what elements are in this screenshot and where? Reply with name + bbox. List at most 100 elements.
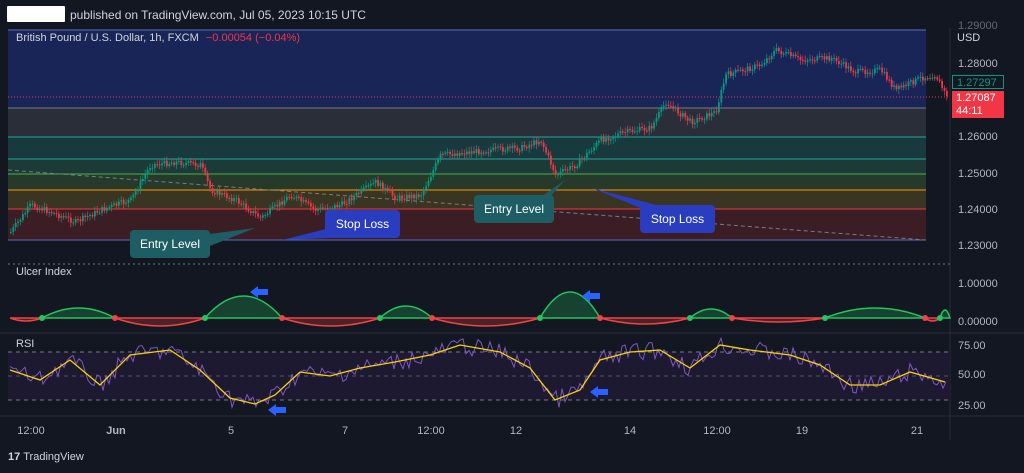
candle-body bbox=[554, 170, 557, 175]
entry-level-2-label[interactable]: Entry Level bbox=[474, 195, 554, 223]
ulcer-cross-dot bbox=[687, 315, 693, 321]
candle-body bbox=[67, 216, 70, 218]
candle-body bbox=[103, 207, 106, 211]
tradingview-logo[interactable]: 17 TradingView bbox=[8, 451, 84, 463]
candle-body bbox=[557, 174, 559, 176]
candle-body bbox=[854, 72, 857, 74]
candle-body bbox=[53, 212, 55, 214]
candle-body bbox=[233, 198, 235, 202]
candle-body bbox=[223, 193, 226, 195]
rsi-tick: 75.00 bbox=[958, 340, 986, 352]
candle-body bbox=[338, 205, 341, 208]
ulcer-cross-dot bbox=[922, 315, 928, 321]
username-redacted bbox=[7, 6, 65, 22]
candle-body bbox=[792, 54, 795, 57]
candle-body bbox=[864, 69, 867, 75]
candle-body bbox=[463, 153, 466, 155]
candle-body bbox=[502, 147, 504, 152]
candle-body bbox=[806, 60, 809, 62]
candle-body bbox=[516, 147, 519, 151]
ulcer-segment bbox=[281, 317, 381, 327]
rsi-ma-line bbox=[9, 344, 946, 405]
candle-body bbox=[158, 164, 161, 166]
stop-loss-2-label[interactable]: Stop Loss bbox=[640, 205, 715, 233]
candle-body bbox=[886, 71, 888, 80]
candle-body bbox=[677, 107, 679, 114]
candle-body bbox=[336, 204, 339, 208]
candle-body bbox=[900, 85, 903, 88]
candle-body bbox=[377, 179, 379, 186]
candle-body bbox=[230, 197, 233, 202]
candle-body bbox=[84, 215, 87, 218]
candle-body bbox=[96, 210, 99, 213]
candle-body bbox=[715, 111, 718, 113]
candle-body bbox=[588, 151, 591, 153]
candle-body bbox=[91, 214, 94, 217]
candle-body bbox=[739, 69, 742, 71]
candle-body bbox=[77, 219, 79, 221]
candle-body bbox=[809, 59, 811, 61]
candle-body bbox=[398, 195, 401, 199]
candle-body bbox=[607, 138, 610, 141]
candle-body bbox=[763, 63, 766, 65]
candle-body bbox=[924, 78, 927, 81]
candle-body bbox=[454, 153, 456, 156]
ulcer-index-title[interactable]: Ulcer Index bbox=[16, 266, 72, 278]
candle-body bbox=[780, 51, 783, 55]
rsi-line bbox=[9, 336, 947, 410]
ulcer-segment bbox=[599, 317, 691, 325]
candle-body bbox=[768, 58, 771, 60]
ulcer-segment bbox=[687, 308, 735, 319]
candle-body bbox=[238, 198, 240, 204]
candle-body bbox=[324, 208, 327, 210]
rsi-title[interactable]: RSI bbox=[16, 338, 35, 350]
candle-body bbox=[499, 146, 502, 148]
candle-body bbox=[358, 192, 360, 194]
candle-body bbox=[437, 159, 439, 164]
candle-body bbox=[38, 208, 41, 211]
candle-body bbox=[62, 216, 65, 218]
symbol-info[interactable]: British Pound / U.S. Dollar, 1h, FXCM −0… bbox=[16, 32, 300, 44]
price-tick: 1.23000 bbox=[958, 240, 998, 252]
candle-body bbox=[835, 57, 838, 62]
candle-body bbox=[547, 152, 550, 156]
candle-body bbox=[192, 162, 195, 164]
currency-label[interactable]: USD bbox=[957, 32, 981, 44]
candle-body bbox=[439, 153, 442, 160]
candle-body bbox=[264, 215, 267, 217]
candle-body bbox=[490, 149, 492, 153]
fib-zone-gray bbox=[8, 108, 926, 137]
candle-body bbox=[725, 74, 727, 84]
candle-body bbox=[348, 197, 351, 204]
candle-body bbox=[722, 83, 725, 90]
candle-body bbox=[701, 118, 703, 120]
candle-body bbox=[619, 131, 622, 134]
candle-body bbox=[197, 165, 199, 168]
candle-body bbox=[571, 165, 574, 167]
candle-body bbox=[703, 119, 706, 121]
candle-body bbox=[427, 180, 430, 187]
candle-body bbox=[122, 200, 125, 204]
candle-body bbox=[41, 208, 43, 211]
candle-body bbox=[382, 182, 384, 191]
candle-body bbox=[811, 59, 814, 61]
stop-loss-1-label[interactable]: Stop Loss bbox=[325, 210, 400, 238]
candle-body bbox=[682, 113, 684, 117]
candle-body bbox=[434, 163, 437, 171]
candle-body bbox=[406, 194, 408, 200]
candle-body bbox=[528, 144, 531, 149]
published-text: published on TradingView.com, Jul 05, 20… bbox=[70, 8, 366, 22]
entry-level-1-label[interactable]: Entry Level bbox=[130, 230, 210, 258]
fib-zone-orange bbox=[8, 190, 926, 209]
ulcer-cross-dot bbox=[537, 315, 543, 321]
candle-body bbox=[250, 211, 252, 214]
candle-body bbox=[742, 69, 744, 72]
ulcer-cross-dot bbox=[202, 315, 208, 321]
candle-body bbox=[14, 222, 17, 228]
candle-body bbox=[48, 212, 51, 214]
candle-body bbox=[149, 168, 151, 171]
time-tick: 12 bbox=[509, 425, 523, 437]
candle-body bbox=[830, 58, 833, 61]
price-countdown: 44:11 bbox=[952, 104, 1004, 118]
candle-body bbox=[156, 164, 159, 166]
